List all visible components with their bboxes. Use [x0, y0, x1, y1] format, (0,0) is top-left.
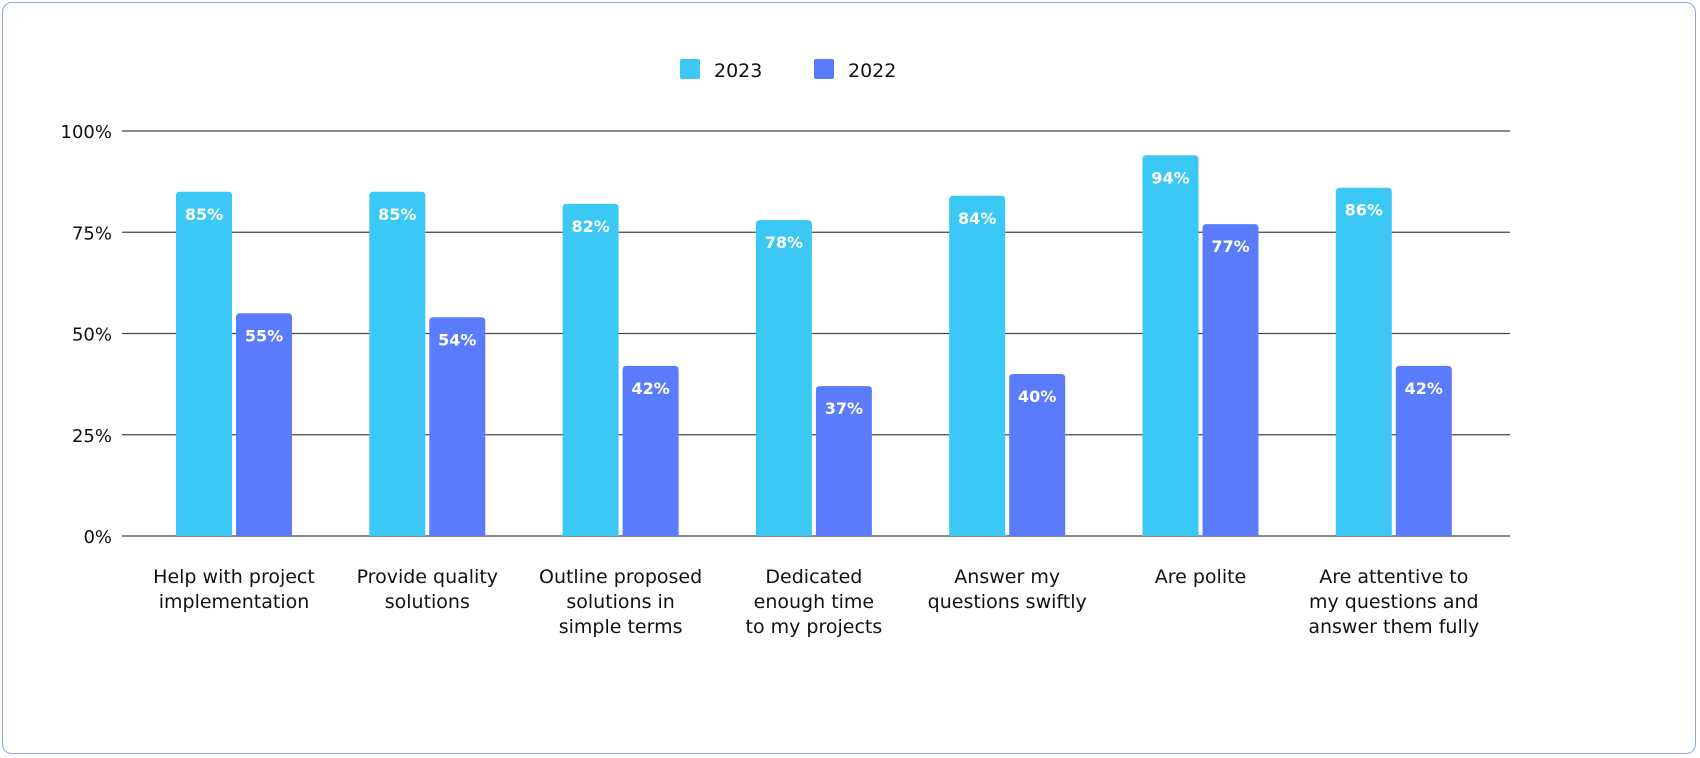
- category-label: solutions in: [566, 591, 675, 613]
- bar-2023: [949, 195, 1006, 537]
- data-label: 78%: [765, 233, 803, 252]
- category-label: Outline proposed: [539, 566, 702, 588]
- bar-2023: [562, 203, 619, 536]
- data-label: 85%: [378, 205, 416, 224]
- data-label: 82%: [571, 217, 609, 236]
- legend-label: 2022: [848, 60, 896, 82]
- bar-2022: [1395, 365, 1452, 536]
- data-label: 40%: [1018, 387, 1056, 406]
- category-label: simple terms: [559, 616, 683, 638]
- category-label: Answer my: [954, 566, 1060, 588]
- category-label: to my projects: [746, 616, 883, 638]
- data-label: 37%: [825, 399, 863, 418]
- category-label: implementation: [159, 591, 310, 613]
- bar-2023: [1335, 187, 1392, 536]
- data-label: 94%: [1151, 168, 1189, 187]
- category-label: Provide quality: [357, 566, 498, 588]
- data-label: 84%: [958, 209, 996, 228]
- data-label: 85%: [185, 205, 223, 224]
- category-label: Help with project: [153, 566, 315, 588]
- y-tick-label: 75%: [72, 223, 112, 244]
- category-label: Are attentive to: [1319, 566, 1468, 588]
- data-label: 54%: [438, 330, 476, 349]
- y-tick-label: 25%: [72, 426, 112, 447]
- bar-2022: [622, 365, 679, 536]
- data-label: 42%: [1405, 379, 1443, 398]
- category-label: Dedicated: [765, 566, 862, 588]
- legend-swatch-2023: [680, 59, 700, 79]
- y-tick-label: 100%: [61, 122, 112, 143]
- data-label: 42%: [631, 379, 669, 398]
- category-label: Are polite: [1155, 566, 1247, 588]
- bar-2022: [1009, 374, 1066, 536]
- bar-2023: [755, 220, 812, 536]
- bar-2022: [1202, 224, 1259, 536]
- category-label: solutions: [385, 591, 470, 613]
- bar-2023: [1142, 155, 1199, 537]
- category-label: enough time: [754, 591, 874, 613]
- data-label: 86%: [1345, 201, 1383, 220]
- category-label: questions swiftly: [928, 591, 1087, 613]
- legend-swatch-2022: [814, 59, 834, 79]
- bar-2022: [815, 386, 872, 536]
- bar-2023: [369, 191, 426, 536]
- data-label: 55%: [245, 326, 283, 345]
- category-label: my questions and: [1309, 591, 1479, 613]
- bar-2023: [176, 191, 232, 536]
- data-label: 77%: [1211, 237, 1249, 256]
- y-tick-label: 0%: [83, 527, 112, 548]
- bar-2022: [236, 313, 292, 536]
- y-tick-label: 50%: [72, 325, 112, 346]
- legend-label: 2023: [714, 60, 762, 82]
- category-label: answer them fully: [1308, 616, 1479, 638]
- bar-2022: [429, 317, 486, 536]
